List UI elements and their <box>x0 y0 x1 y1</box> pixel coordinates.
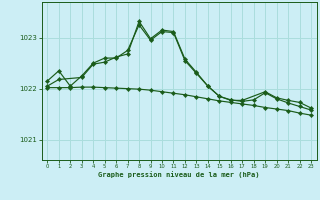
X-axis label: Graphe pression niveau de la mer (hPa): Graphe pression niveau de la mer (hPa) <box>99 171 260 178</box>
